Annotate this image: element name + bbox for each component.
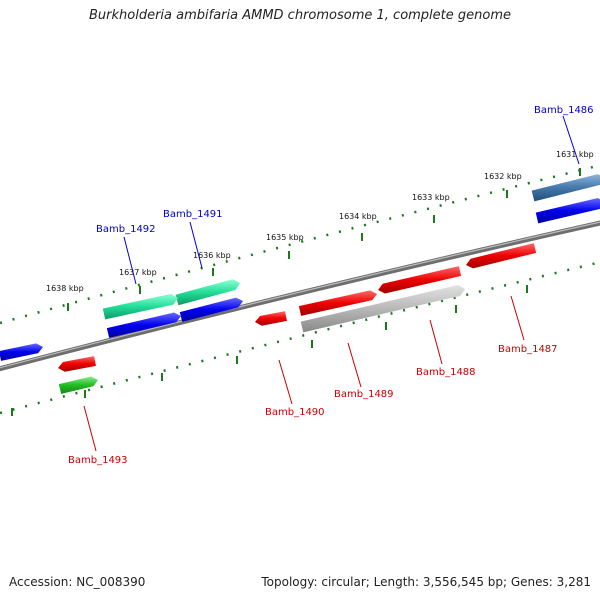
gene-features	[0, 174, 600, 394]
leader-line	[562, 115, 580, 165]
gene-arrow[interactable]	[298, 290, 377, 316]
outer-scale-ring	[0, 163, 600, 325]
gene-arrow[interactable]	[58, 356, 96, 372]
leader-line	[189, 221, 203, 269]
tick-label: 1638 kbp	[46, 284, 84, 293]
tick-label: 1633 kbp	[412, 193, 450, 202]
gene-arrow[interactable]	[102, 293, 178, 320]
gene-arrow[interactable]	[58, 376, 98, 394]
tick-label: 1632 kbp	[484, 172, 522, 181]
tick-label: 1631 kbp	[556, 150, 594, 159]
gene-label[interactable]: Bamb_1488	[416, 367, 476, 378]
chromosome-backbone-highlight	[0, 221, 600, 369]
gene-arrow[interactable]	[106, 312, 181, 338]
gene-label[interactable]: Bamb_1487	[498, 344, 558, 355]
accession-text: Accession: NC_008390	[9, 575, 146, 589]
gene-label[interactable]: Bamb_1493	[68, 455, 128, 466]
tick-label: 1635 kbp	[266, 233, 304, 242]
tick-label: 1634 kbp	[339, 212, 377, 221]
leader-line	[83, 405, 97, 452]
gene-arrow[interactable]	[466, 243, 537, 269]
inner-scale-ring	[0, 260, 600, 415]
gene-label[interactable]: Bamb_1491	[163, 209, 223, 220]
leader-line	[278, 359, 293, 405]
inner-major-ticks	[11, 285, 528, 416]
gene-label[interactable]: Bamb_1489	[334, 389, 394, 400]
outer-major-ticks	[67, 168, 581, 311]
gene-arrow[interactable]	[535, 198, 600, 224]
gene-label[interactable]: Bamb_1486	[534, 105, 594, 116]
chromosome-backbone	[0, 220, 600, 372]
gene-arrow[interactable]	[255, 311, 287, 326]
gene-label[interactable]: Bamb_1490	[265, 407, 325, 418]
leader-line	[510, 295, 525, 341]
gene-labels: Bamb_1486 Bamb_1487 Bamb_1488 Bamb_1489 Bamb…	[68, 105, 594, 466]
gene-arrow[interactable]	[0, 343, 43, 361]
gene-arrow[interactable]	[531, 174, 600, 202]
tick-labels: 1638 kbp 1637 kbp 1636 kbp 1635 kbp 1634 kbp…	[46, 150, 594, 293]
map-title: Burkholderia ambifaria AMMD chromosome 1…	[88, 8, 512, 23]
gene-arrow[interactable]	[300, 285, 465, 333]
genome-summary: Topology: circular; Length: 3,556,545 bp…	[261, 575, 591, 589]
tick-label: 1637 kbp	[119, 268, 157, 277]
gene-arrow[interactable]	[179, 297, 243, 322]
gene-label[interactable]: Bamb_1492	[96, 224, 156, 235]
leader-line	[123, 236, 137, 285]
gene-arrow[interactable]	[378, 266, 462, 294]
leader-line	[347, 342, 362, 388]
tick-label: 1636 kbp	[193, 251, 231, 260]
gene-arrow[interactable]	[175, 279, 240, 306]
leader-line	[429, 319, 443, 365]
